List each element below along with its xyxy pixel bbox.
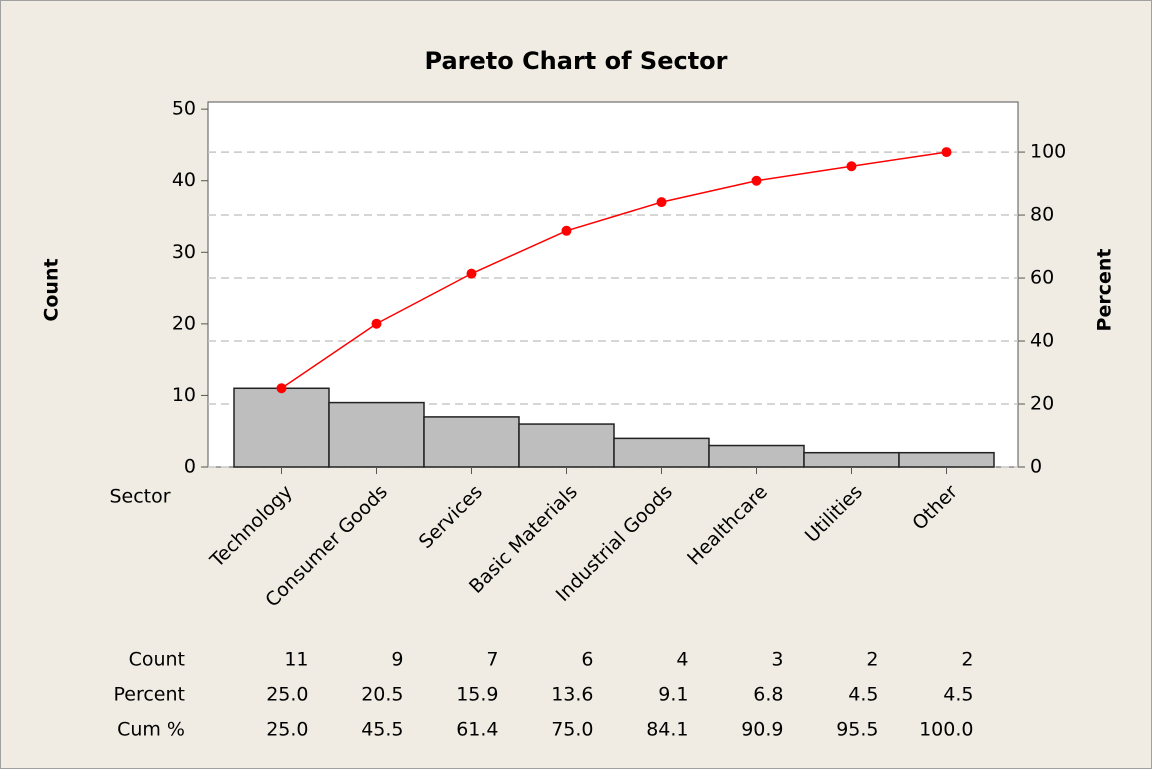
table-cell: 13.6 (551, 684, 593, 706)
bar (898, 451, 995, 468)
y2-axis-label: Percent (1094, 249, 1116, 332)
y-tick-label: 20 (172, 312, 196, 334)
table-cell: 4 (676, 649, 688, 671)
table-cell: 61.4 (456, 719, 498, 741)
y2-tick-label: 40 (1030, 330, 1054, 352)
table-cell: 100.0 (919, 719, 973, 741)
bar (518, 423, 615, 468)
cum-point (371, 318, 382, 329)
bar (613, 437, 710, 468)
cum-point (466, 268, 477, 279)
y2-tick-label: 100 (1030, 141, 1066, 163)
cum-point (656, 197, 667, 208)
y-tick-label: 50 (172, 98, 196, 120)
table-cell: 15.9 (456, 684, 498, 706)
table-cell: 95.5 (836, 719, 878, 741)
table-row-label: Cum % (117, 719, 185, 741)
y2-tick-label: 20 (1030, 393, 1054, 415)
table-cell: 25.0 (266, 719, 308, 741)
cum-point (846, 161, 857, 172)
bar (233, 387, 330, 468)
table-cell: 4.5 (848, 684, 878, 706)
bar (803, 451, 900, 468)
cum-point (276, 383, 287, 394)
table-cell: 4.5 (943, 684, 973, 706)
table-cell: 20.5 (361, 684, 403, 706)
y2-tick-label: 60 (1030, 267, 1054, 289)
table-cell: 84.1 (646, 719, 688, 741)
x-axis-label: Sector (109, 486, 170, 508)
table-cell: 3 (771, 649, 783, 671)
table-cell: 25.0 (266, 684, 308, 706)
table-cell: 7 (486, 649, 498, 671)
y2-tick-label: 0 (1030, 456, 1042, 478)
table-cell: 2 (866, 649, 878, 671)
table-cell: 6 (581, 649, 593, 671)
bar (708, 444, 805, 468)
y2-tick-label: 80 (1030, 204, 1054, 226)
cum-point (751, 175, 762, 186)
y-tick-label: 0 (184, 456, 196, 478)
y-tick-label: 10 (172, 384, 196, 406)
cum-line (281, 151, 947, 389)
table-row-label: Count (129, 649, 185, 671)
cum-point (941, 147, 952, 158)
table-cell: 6.8 (753, 684, 783, 706)
table-cell: 90.9 (741, 719, 783, 741)
y-tick-label: 30 (172, 241, 196, 263)
table-row-label: Percent (114, 684, 186, 706)
y-axis-label: Count (41, 258, 63, 321)
bar (423, 416, 520, 468)
bar (328, 401, 425, 468)
table-cell: 9.1 (658, 684, 688, 706)
table-cell: 9 (391, 649, 403, 671)
table-cell: 2 (961, 649, 973, 671)
cum-point (561, 225, 572, 236)
table-cell: 11 (284, 649, 308, 671)
y-tick-label: 40 (172, 169, 196, 191)
table-cell: 75.0 (551, 719, 593, 741)
chart-title: Pareto Chart of Sector (425, 47, 728, 75)
table-cell: 45.5 (361, 719, 403, 741)
